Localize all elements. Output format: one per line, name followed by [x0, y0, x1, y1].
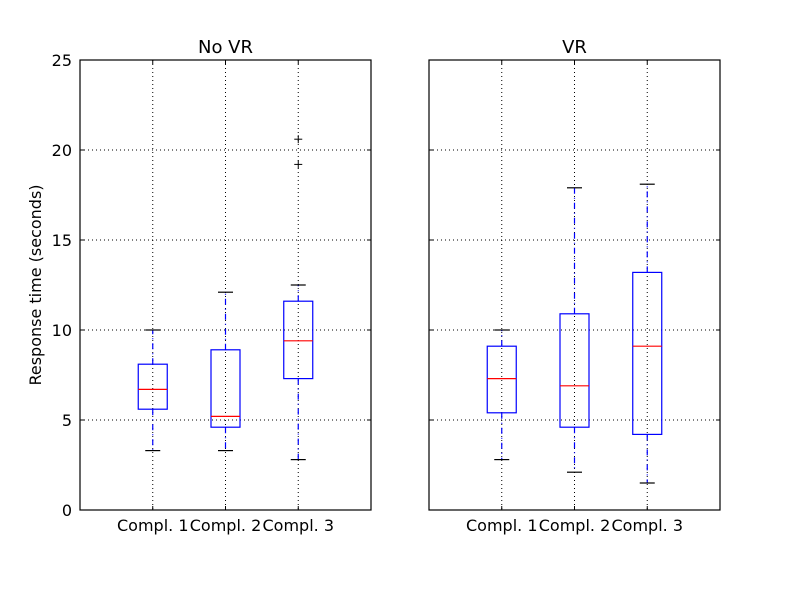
- y-tick-label: 25: [52, 51, 72, 70]
- outlier-marker: [294, 135, 303, 144]
- y-tick-label: 0: [62, 501, 72, 520]
- box-3: [632, 183, 663, 484]
- plot-frame: [79, 59, 372, 511]
- iqr-box: [210, 349, 241, 428]
- x-tick-label: Compl. 1: [117, 516, 189, 535]
- box-3: [283, 135, 314, 461]
- y-tick-label: 5: [62, 411, 72, 430]
- box-1: [486, 329, 517, 461]
- x-tick-label: Compl. 3: [612, 516, 684, 535]
- panel-title: VR: [562, 37, 587, 58]
- outlier-marker: [294, 160, 303, 169]
- box-2: [210, 291, 241, 452]
- x-tick-label: Compl. 1: [466, 516, 538, 535]
- iqr-box: [283, 300, 314, 380]
- x-tick-label: Compl. 2: [539, 516, 611, 535]
- iqr-box: [486, 345, 517, 414]
- y-tick-label: 20: [52, 141, 72, 160]
- panel-title: No VR: [198, 37, 253, 58]
- iqr-box: [137, 363, 168, 410]
- panel-1: 0 5 10 15 20 25 Compl. 1 Compl. 2 Compl. 3 No VR R…: [26, 37, 372, 535]
- y-tick-label: 10: [52, 321, 72, 340]
- x-tick-label: Compl. 3: [263, 516, 335, 535]
- y-axis-label: Response time (seconds): [26, 184, 45, 385]
- x-tick-label: Compl. 2: [190, 516, 262, 535]
- iqr-box: [559, 313, 590, 428]
- iqr-box: [632, 271, 663, 435]
- box-1: [137, 329, 168, 452]
- panel-2: Compl. 1 Compl. 2 Compl. 3 VR: [428, 37, 721, 535]
- plot-frame: [428, 59, 721, 511]
- y-tick-label: 15: [52, 231, 72, 250]
- box-2: [559, 187, 590, 473]
